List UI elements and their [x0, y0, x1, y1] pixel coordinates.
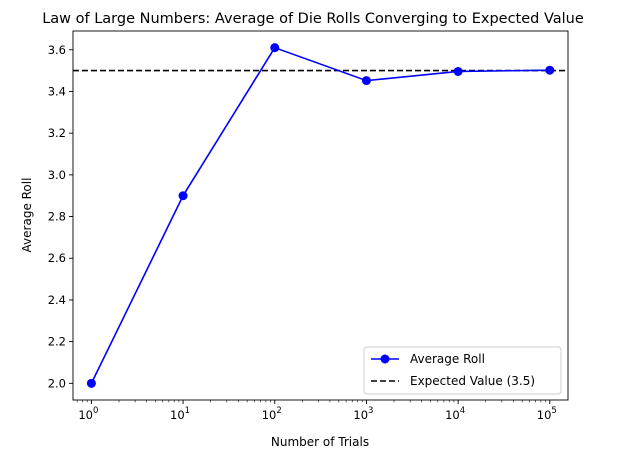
x-tick-base: 10 — [170, 408, 185, 422]
y-axis-label: Average Roll — [20, 178, 34, 253]
x-tick-base: 10 — [445, 408, 460, 422]
x-minor-ticks — [76, 400, 546, 403]
y-tick-label: 2.8 — [48, 210, 66, 224]
x-tick-exponent: 2 — [276, 406, 281, 416]
x-axis: 100 101 102 103 104 105 — [78, 400, 557, 422]
data-point — [453, 66, 463, 76]
x-tick-exponent: 5 — [551, 406, 556, 416]
legend-average-roll-label: Average Roll — [410, 352, 485, 366]
data-point — [86, 378, 96, 388]
x-tick-base: 10 — [78, 408, 93, 422]
y-axis: 2.0 2.2 2.4 2.6 2.8 3.0 3.2 3.4 3.6 — [48, 43, 73, 390]
x-tick-exponent: 4 — [460, 406, 465, 416]
x-tick-base: 10 — [262, 408, 277, 422]
legend-average-roll-marker — [380, 354, 390, 364]
legend: Average Roll Expected Value (3.5) — [363, 346, 562, 395]
x-tick-label: 102 — [262, 406, 282, 422]
chart-title: Law of Large Numbers: Average of Die Rol… — [42, 11, 584, 27]
data-point — [361, 76, 371, 86]
y-tick-label: 3.0 — [48, 168, 66, 182]
y-tick-label: 3.6 — [48, 43, 66, 57]
y-tick-label: 2.2 — [48, 335, 66, 349]
x-tick-exponent: 1 — [185, 406, 190, 416]
y-tick-label: 2.4 — [48, 293, 66, 307]
average-roll-points — [86, 43, 555, 388]
x-tick-label: 105 — [537, 406, 557, 422]
data-point — [545, 65, 555, 75]
average-roll-line — [90, 46, 550, 384]
legend-expected-value-label: Expected Value (3.5) — [410, 374, 535, 388]
x-tick-label: 104 — [445, 406, 465, 422]
y-tick-label: 3.2 — [48, 126, 66, 140]
x-tick-base: 10 — [537, 408, 552, 422]
legend-box — [363, 346, 562, 395]
x-tick-label: 100 — [78, 406, 98, 422]
x-tick-base: 10 — [353, 408, 368, 422]
plot-frame — [72, 30, 569, 401]
data-point — [178, 191, 188, 201]
x-tick-label: 101 — [170, 406, 190, 422]
x-tick-exponent: 3 — [368, 406, 373, 416]
x-tick-label: 103 — [353, 406, 373, 422]
y-tick-label: 2.6 — [48, 251, 66, 265]
data-point — [270, 43, 280, 53]
x-axis-label: Number of Trials — [271, 435, 369, 449]
y-tick-label: 2.0 — [48, 376, 66, 390]
y-tick-label: 3.4 — [48, 84, 66, 98]
x-tick-exponent: 0 — [93, 406, 98, 416]
